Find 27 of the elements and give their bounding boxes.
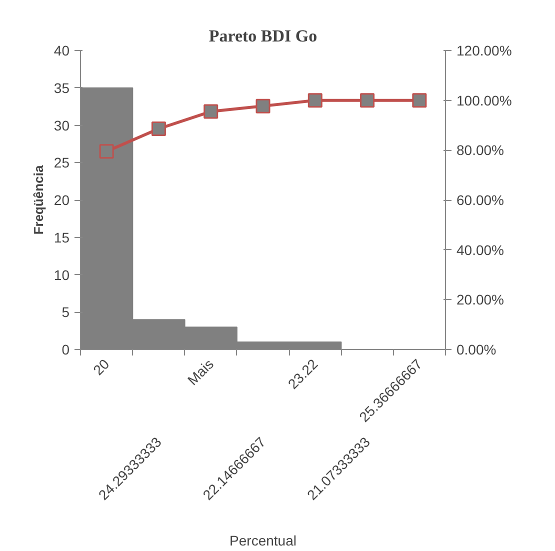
y-tick-label: 20 <box>54 192 70 208</box>
point <box>308 93 322 108</box>
y2-tick-label: 60.00% <box>456 192 504 208</box>
y2-tick-label: 120.00% <box>456 42 512 58</box>
y-tick-label: 40 <box>54 42 70 58</box>
point <box>412 93 427 108</box>
y2-tick-label: 80.00% <box>456 142 504 158</box>
y-tick-label: 5 <box>62 304 70 320</box>
point <box>256 98 270 114</box>
x-axis-title: Percentual <box>230 532 296 548</box>
point <box>151 121 166 136</box>
point <box>99 144 114 159</box>
y-tick-label: 0 <box>62 342 70 358</box>
x-tick-label: 20 <box>90 356 112 378</box>
chart-title: Pareto BDI Go <box>208 26 318 46</box>
y2-tick-label: 0.00% <box>456 342 496 358</box>
y-tick-label: 35 <box>54 80 70 96</box>
y2-tick-label: 100.00% <box>456 92 512 108</box>
y-tick-label: 10 <box>54 266 70 283</box>
y2-tick-label: 40.00% <box>456 242 504 258</box>
point <box>204 104 218 119</box>
y-axis-title: Freqüência <box>30 164 46 235</box>
point <box>360 93 375 108</box>
y2-tick-label: 20.00% <box>456 292 504 308</box>
y-tick-label: 15 <box>54 229 70 246</box>
y-tick-label: 30 <box>54 117 70 134</box>
y-tick-label: 25 <box>54 154 70 171</box>
